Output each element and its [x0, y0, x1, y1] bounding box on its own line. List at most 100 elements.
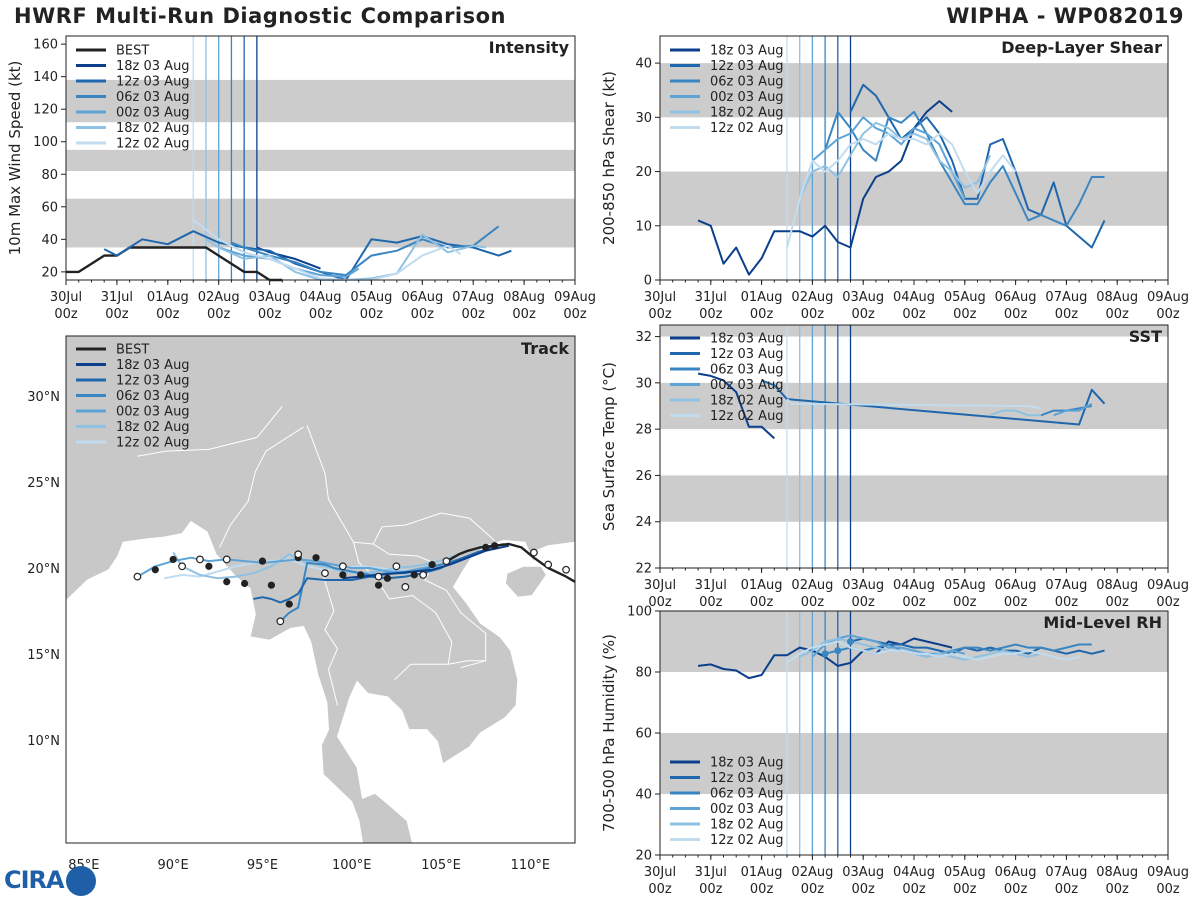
rh-xtick-label: 00z [699, 882, 723, 897]
rh-init-marker [847, 638, 854, 645]
rh-init-marker [821, 650, 829, 658]
intensity-legend-label: 06z 03 Aug [116, 90, 190, 105]
sst-legend-label: 12z 02 Aug [710, 409, 784, 424]
intensity-band-0 [66, 198, 575, 248]
rh-xtick-label: 01Aug [741, 865, 783, 880]
intensity-ytick-label: 120 [33, 103, 58, 118]
rh-xtick-label: 00z [1156, 882, 1180, 897]
shear-legend-label: 18z 02 Aug [710, 106, 784, 121]
country-border-6 [137, 406, 283, 457]
track-lon-label: 95°E [247, 858, 278, 873]
intensity-ytick-label: 60 [41, 200, 58, 215]
rh-ytick-label: 80 [635, 666, 652, 681]
shear-ytick-label: 20 [635, 165, 652, 180]
shear-band-1 [660, 63, 1168, 118]
shear-xtick-label: 04Aug [893, 290, 935, 305]
sst-panel: 22 24 26 28 30 32 30Jul 00z 31Jul 00z 01Aug 00z 02Au… [600, 324, 1189, 610]
sst-series-12z-03-aug [761, 379, 1106, 426]
rh-ytick-label: 60 [635, 727, 652, 742]
rh-legend-label: 00z 03 Aug [710, 802, 784, 817]
track-dot-filled [312, 554, 320, 562]
track-series-18z-03-aug [342, 544, 510, 580]
shear-legend-label: 00z 03 Aug [710, 90, 784, 105]
sst-series-18z-02-aug [989, 409, 1041, 417]
intensity-xtick-label: 04Aug [300, 290, 342, 305]
rh-legend-label: 18z 03 Aug [710, 756, 784, 771]
intensity-legend-label: 18z 03 Aug [116, 59, 190, 74]
shear-ylabel: 200-850 hPa Shear (kt) [600, 71, 618, 245]
intensity-series-18z-03-aug [256, 246, 321, 270]
rh-series-12z-03-aug [850, 637, 1105, 655]
rh-xtick-label: 03Aug [842, 865, 884, 880]
sst-xtick-label: 00z [953, 595, 977, 610]
track-dot-filled [223, 578, 231, 586]
shear-series-06z-03-aug [824, 110, 1105, 227]
country-border-0 [219, 426, 304, 548]
sst-xtick-label: 05Aug [944, 578, 986, 593]
shear-xtick-label: 00z [1156, 307, 1180, 322]
rh-legend-label: 12z 02 Aug [710, 833, 784, 848]
intensity-band-2 [66, 79, 575, 123]
rh-series-06z-03-aug [824, 643, 1092, 658]
rh-ytick-label: 40 [635, 788, 652, 803]
intensity-xtick-label: 07Aug [452, 290, 494, 305]
sst-xtick-label: 00z [852, 595, 876, 610]
rh-ylabel: 700-500 hPa Humidity (%) [600, 634, 618, 832]
rh-xtick-label: 31Jul [695, 865, 727, 880]
track-dot-open [530, 548, 538, 557]
rh-xtick-label: 00z [1055, 882, 1079, 897]
sst-xtick-label: 00z [1106, 595, 1130, 610]
intensity-series-12z-02-aug [192, 219, 462, 281]
track-legend-label: 18z 03 Aug [116, 358, 190, 373]
intensity-series-00z-03-aug [218, 246, 360, 278]
shear-xtick-label: 08Aug [1096, 290, 1138, 305]
track-legend-label: BEST [116, 343, 149, 358]
track-lon-label: 110°E [511, 858, 551, 873]
sst-legend-label: 00z 03 Aug [710, 378, 784, 393]
intensity-xtick-label: 03Aug [249, 290, 291, 305]
track-lat-label: 15°N [27, 648, 60, 663]
shear-panel: 0 10 20 30 40 30Jul 00z 31Jul 00z 01Aug 00z 02Aug 00… [600, 35, 1189, 322]
land-hainan [504, 565, 547, 598]
track-dot-filled [383, 574, 392, 582]
rh-series-12z-02-aug [786, 640, 1080, 664]
track-series-best [443, 542, 575, 583]
intensity-title: Intensity [489, 38, 570, 57]
rh-xtick-label: 00z [953, 882, 977, 897]
sst-ytick-label: 30 [635, 376, 652, 391]
sst-xtick-label: 00z [750, 595, 774, 610]
track-dot-filled [357, 571, 365, 579]
storm-title: WIPHA - WP082019 [946, 4, 1184, 28]
track-dot-open [196, 555, 204, 564]
sst-xtick-label: 09Aug [1147, 578, 1189, 593]
track-lon-label: 90°E [158, 858, 189, 873]
rh-xtick-label: 06Aug [995, 865, 1037, 880]
shear-series-18z-02-aug [798, 121, 992, 200]
track-frame [65, 335, 576, 844]
intensity-xtick-label: 30Jul [50, 290, 82, 305]
shear-ytick-label: 0 [644, 274, 652, 289]
sst-xtick-label: 08Aug [1096, 578, 1138, 593]
intensity-series-06z-03-aug [231, 225, 500, 277]
track-dot-filled [205, 562, 213, 570]
intensity-ytick-label: 160 [33, 38, 58, 53]
rh-xtick-label: 00z [902, 882, 926, 897]
shear-xtick-label: 00z [1004, 307, 1028, 322]
track-legend-label: 00z 03 Aug [116, 405, 190, 420]
sst-xtick-label: 00z [1156, 595, 1180, 610]
track-map-layer [66, 336, 575, 843]
shear-title: Deep-Layer Shear [1001, 38, 1162, 57]
country-border-4 [320, 569, 339, 706]
rh-legend-label: 06z 03 Aug [710, 787, 784, 802]
shear-xtick-label: 30Jul [644, 290, 676, 305]
sst-ytick-label: 28 [635, 423, 652, 438]
sst-xtick-label: 00z [1004, 595, 1028, 610]
sst-legend-label: 06z 03 Aug [710, 363, 784, 378]
rh-legend-label: 12z 03 Aug [710, 771, 784, 786]
track-dot-open [133, 572, 142, 581]
track-lon-label: 105°E [421, 858, 461, 873]
track-lat-label: 25°N [27, 476, 60, 491]
shear-xtick-label: 06Aug [995, 290, 1037, 305]
intensity-panel: 20 40 60 80 100 120 140 160 30Jul 00z 31Jul 00z 01Au… [6, 35, 596, 322]
intensity-xtick-label: 00z [207, 307, 231, 322]
